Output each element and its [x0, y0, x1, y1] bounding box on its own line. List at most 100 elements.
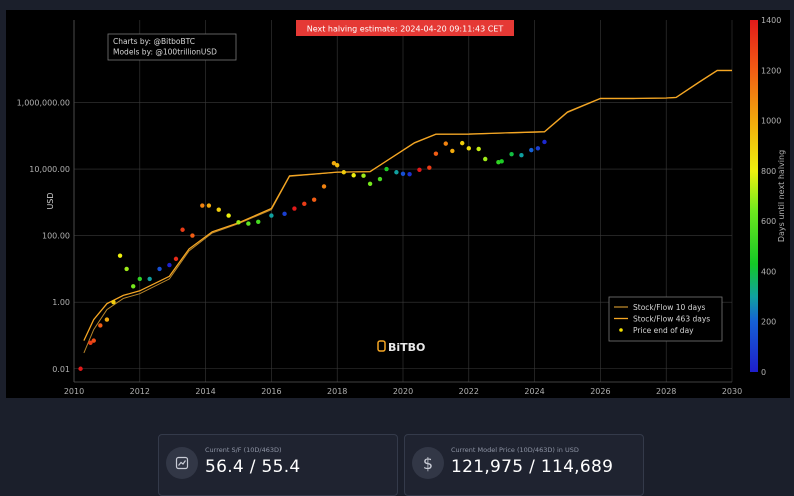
price-point: [104, 317, 110, 322]
dollar-icon: $: [412, 447, 444, 479]
legend-item-label: Stock/Flow 10 days: [633, 303, 706, 312]
price-point: [269, 213, 274, 218]
price-point: [226, 213, 231, 218]
price-point: [117, 253, 123, 258]
price-point: [321, 184, 327, 189]
colorbar-label: Days until next halving: [777, 150, 786, 242]
price-point: [496, 160, 501, 165]
price-point: [206, 203, 212, 208]
bitbo-logo-icon: [377, 340, 386, 352]
price-point: [499, 159, 504, 164]
price-point: [535, 146, 541, 151]
current-sf-label: Current S/F (10D/463D): [205, 446, 282, 454]
price-point: [246, 221, 251, 226]
price-point: [236, 220, 241, 225]
price-point: [200, 203, 205, 208]
price-point: [519, 153, 524, 158]
current-sf-value: 56.4 / 55.4: [205, 457, 301, 477]
price-point: [483, 156, 488, 162]
colorbar-tick-label: 1000: [761, 117, 781, 126]
price-point: [190, 233, 195, 238]
colorbar-tick-label: 1400: [761, 16, 781, 25]
halving-banner-text: Next halving estimate: 2024-04-20 09:11:…: [307, 25, 504, 34]
price-point: [450, 148, 455, 154]
price-point: [367, 181, 373, 187]
legend-item-label: Stock/Flow 463 days: [633, 315, 710, 324]
legend-swatch-dot: [619, 328, 623, 332]
price-point: [91, 338, 96, 343]
price-point: [361, 173, 366, 178]
x-tick-label: 2030: [722, 387, 742, 396]
price-point: [384, 166, 389, 172]
y-tick-label: 10,000.00: [29, 165, 70, 174]
price-point: [157, 266, 162, 272]
x-tick-label: 2026: [590, 387, 610, 396]
price-point: [542, 139, 547, 145]
y-tick-label: 0.01: [52, 365, 70, 374]
chart-panel: 2010 2012 2014 2016 2018 2020 2022 2024 2026 2028…: [6, 10, 790, 398]
chart-box-icon: [166, 447, 198, 479]
halving-banner: [296, 20, 514, 36]
stock-to-flow-chart[interactable]: 2010 2012 2014 2016 2018 2020 2022 2024 2026 2028…: [6, 10, 790, 398]
y-tick-label: 1.00: [52, 298, 70, 307]
colorbar-tick-label: 400: [761, 267, 776, 276]
price-point: [509, 151, 514, 157]
price-point: [460, 140, 465, 146]
price-point: [377, 176, 383, 182]
current-model-price-value: 121,975 / 114,689: [451, 457, 614, 477]
x-tick-label: 2010: [64, 387, 84, 396]
x-tick-label: 2016: [261, 387, 281, 396]
price-point: [216, 207, 221, 212]
y-tick-label: 100.00: [42, 232, 70, 241]
current-model-price-card: $ Current Model Price (10D/463D) in USD …: [404, 434, 644, 496]
price-point: [180, 227, 185, 232]
price-point: [88, 340, 93, 346]
current-model-price-label: Current Model Price (10D/463D) in USD: [451, 446, 579, 454]
colorbar-tick-label: 200: [761, 318, 776, 327]
credits-models-by: Models by: @100trillionUSD: [113, 48, 217, 57]
colorbar-tick-label: 1200: [761, 66, 781, 75]
price-point: [111, 299, 116, 305]
x-tick-label: 2022: [459, 387, 479, 396]
price-point: [331, 160, 337, 166]
x-tick-label: 2028: [656, 387, 676, 396]
price-point: [407, 171, 412, 177]
price-point: [476, 146, 481, 152]
legend-item-label: Price end of day: [633, 326, 694, 335]
colorbar-tick-label: 800: [761, 167, 776, 176]
price-point: [173, 256, 179, 262]
price-point: [351, 173, 356, 178]
current-sf-card: Current S/F (10D/463D) 56.4 / 55.4: [158, 434, 398, 496]
x-tick-label: 2014: [195, 387, 215, 396]
x-tick-label: 2018: [327, 387, 347, 396]
price-point: [400, 171, 406, 176]
price-point: [131, 284, 136, 289]
x-tick-label: 2024: [524, 387, 544, 396]
price-point: [417, 167, 422, 172]
y-tick-label: 1,000,000.00: [17, 98, 70, 107]
price-point: [341, 170, 346, 175]
stock-flow-463-days-line: [83, 69, 732, 341]
price-point: [137, 276, 142, 282]
x-tick-label: 2020: [393, 387, 413, 396]
colorbar: [750, 20, 758, 372]
price-point: [529, 147, 534, 153]
price-point: [394, 170, 399, 175]
price-point: [433, 151, 439, 156]
price-point: [443, 141, 448, 146]
x-tick-label: 2012: [130, 387, 150, 396]
colorbar-tick-label: 600: [761, 217, 776, 226]
price-point: [427, 165, 432, 170]
price-point: [282, 211, 287, 217]
price-point: [124, 266, 129, 272]
price-point: [167, 262, 172, 268]
price-point: [292, 206, 297, 211]
price-point: [98, 323, 103, 328]
price-point: [335, 163, 340, 168]
price-point: [256, 219, 261, 224]
price-point: [302, 201, 307, 207]
credits-box: [107, 33, 237, 61]
price-point: [147, 276, 152, 282]
watermark-text: BiTBO: [388, 341, 425, 354]
price-point: [311, 197, 317, 202]
